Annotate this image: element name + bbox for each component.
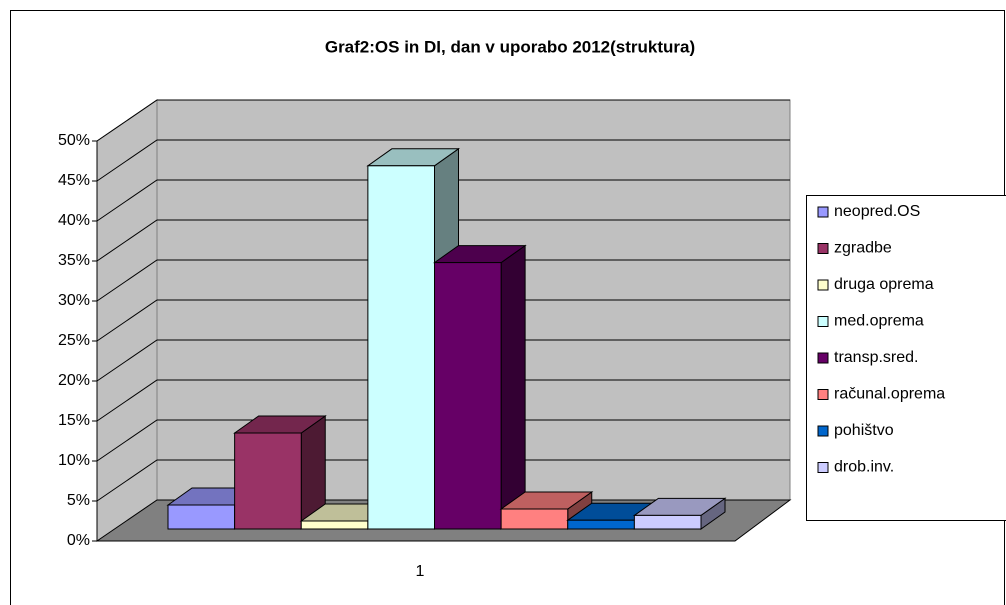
bar (434, 262, 502, 530)
bar-side (500, 244, 526, 530)
legend-swatch (817, 462, 829, 473)
legend-label: drob.inv. (834, 459, 894, 476)
y-tick-label: 50% (58, 132, 90, 149)
bar (367, 165, 435, 530)
y-tick-label: 30% (58, 292, 90, 309)
bar (567, 519, 635, 530)
grid-line (96, 459, 790, 502)
y-tick-label: 10% (58, 452, 90, 469)
legend-swatch (817, 206, 829, 218)
legend-swatch (817, 243, 829, 254)
legend-swatch (817, 425, 829, 437)
legend-label: neopred.OS (834, 203, 920, 220)
y-tick-label: 25% (58, 332, 90, 349)
bar (633, 514, 702, 530)
y-tick-label: 15% (58, 412, 90, 429)
legend-swatch (817, 389, 829, 400)
grid-line (96, 259, 790, 302)
legend-label: računal.oprema (834, 386, 945, 403)
legend-label: zgradbe (834, 240, 892, 257)
grid-line (96, 219, 790, 262)
legend-label: pohištvo (834, 422, 894, 439)
y-tick-label: 5% (67, 492, 90, 509)
legend-label: druga oprema (834, 276, 934, 293)
y-tick-label: 45% (58, 172, 90, 189)
legend-swatch (817, 279, 829, 291)
grid-line (96, 179, 790, 222)
grid-line (96, 99, 790, 142)
bar (500, 508, 569, 530)
legend-label: med.oprema (834, 313, 924, 330)
bar (300, 520, 369, 530)
legend-swatch (817, 316, 829, 327)
grid-line (96, 299, 790, 342)
bar (167, 504, 236, 530)
legend-label: transp.sred. (834, 349, 918, 366)
y-tick-label: 20% (58, 372, 90, 389)
y-tick-label: 40% (58, 212, 90, 229)
legend-box (806, 195, 1006, 521)
y-tick-label: 35% (58, 252, 90, 269)
chart-title: Graf2:OS in DI, dan v uporabo 2012(struk… (325, 37, 695, 56)
grid-line (96, 379, 790, 422)
bar (234, 432, 302, 530)
grid-line (96, 139, 790, 182)
grid-line (96, 419, 790, 462)
y-tick-label: 0% (67, 532, 90, 549)
legend-swatch (817, 352, 829, 364)
x-tick-label: 1 (416, 563, 425, 580)
grid-line (96, 339, 790, 382)
